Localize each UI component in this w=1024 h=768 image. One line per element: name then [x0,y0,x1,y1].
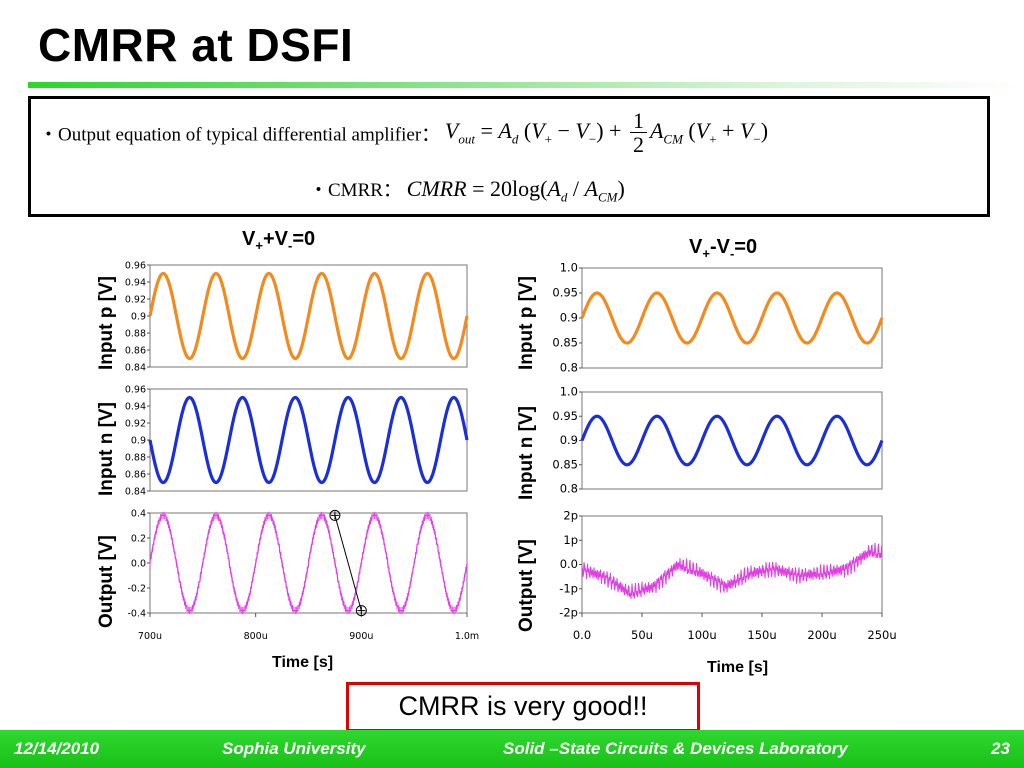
left-input-n-ytick-label: 0.86 [125,470,146,481]
output-equation-label: ・Output equation of typical differential… [39,124,441,146]
left-output-ytick-label: -0.2 [127,584,146,595]
right-output-xtick-label: 150u [747,628,776,642]
right-output-xtick-label: 250u [867,628,896,642]
right-input-p-ytick-label: 0.8 [560,361,578,375]
left-input-p-ytick-label: 0.9 [131,312,146,323]
right-output-ytick-label: 2p [563,509,578,523]
right-output-xtick-label: 200u [807,628,836,642]
footer-university: Sophia University [222,739,366,758]
right-input-n-ytick-label: 0.9 [560,433,578,447]
right-input-n-ytick-label: 0.95 [552,409,578,423]
right-output-ytick-label: 1p [563,533,578,547]
footer-page-number: 23 [991,739,1010,758]
right-input-p-ytick-label: 0.95 [552,286,578,300]
equation-box: ・Output equation of typical differential… [28,96,990,217]
right-input-p-ytick-label: 0.9 [560,311,578,325]
slide-title: CMRR at DSFI [38,19,354,71]
left-output-ytick-label: 0.4 [131,509,146,520]
left-xlabel: Time [s] [272,654,334,671]
right-output-xtick-label: 0.0 [573,628,591,642]
footer-date: 12/14/2010 [14,739,100,758]
left-input-n-ytick-label: 0.84 [125,487,146,498]
right-output-ytick-label: -1p [559,581,578,595]
right-output-ytick-label: -2p [559,606,578,620]
left-input-n-ytick-label: 0.96 [125,385,146,396]
left-output-cursor-cross [330,511,339,520]
right-input-n-ytick-label: 0.8 [560,482,578,496]
output-equation-line: ・Output equation of typical differential… [39,109,768,157]
left-output-ytick-label: 0.2 [131,534,146,545]
left-input-n-ytick-label: 0.88 [125,453,146,464]
cmrr-equation-label: ・CMRR： [309,180,402,201]
left-output-xtick-label: 800u [244,631,268,642]
left-input-n-series-line [148,395,469,485]
cmrr-note: CMRR is very good!! [346,682,700,732]
output-equation: Vout = Ad (V+ − V−) + 1 2 ACM (V+ + V−) [444,108,769,158]
cmrr-equation: CMRR = 20log(Ad / ACM) [406,176,625,205]
left-input-p-ytick-label: 0.92 [125,295,146,306]
left-output-cursor-line [334,515,362,611]
left-input-p-ytick-label: 0.94 [125,278,146,289]
left-condition-label: V++V-=0 [242,228,316,253]
title-underline [28,82,1024,88]
left-output-xtick-label: 900u [349,631,373,642]
left-input-p-ytick-label: 0.88 [125,329,146,340]
right-output-series-line [581,542,883,599]
left-input-n-ytick-label: 0.94 [125,402,146,413]
left-output-cursor-cross [357,606,366,615]
left-output-ytick-label: 0.0 [131,559,146,570]
left-output-cursor-marker [329,509,341,521]
left-input-p-ytick-label: 0.96 [125,261,146,272]
left-input-p-ytick-label: 0.86 [125,346,146,357]
right-input-p-series-line [580,291,884,345]
right-input-n-ytick-label: 1.0 [560,385,578,399]
left-output-xtick-label: 700u [138,631,162,642]
left-input-n-ytick-label: 0.92 [125,419,146,430]
right-input-n-ytick-label: 0.85 [552,457,578,471]
cmrr-equation-line: ・CMRR： CMRR = 20log(Ad / ACM) [309,175,625,205]
right-output-xtick-label: 50u [631,628,653,642]
left-output-ytick-label: -0.4 [127,609,146,620]
left-output-xtick-label: 1.0m [455,631,479,642]
left-output-cursor-marker [355,605,367,617]
right-input-p-ytick-label: 0.85 [552,336,578,350]
right-output-xtick-label: 100u [687,628,716,642]
left-input-n-ytick-label: 0.9 [131,436,146,447]
right-xlabel: Time [s] [707,659,769,676]
left-output-series-hatch [149,511,468,615]
right-input-n-series-line [580,414,884,467]
footer-bar: 12/14/2010 Sophia University Solid –Stat… [0,730,1024,768]
right-output-ytick-label: 0.0 [560,557,578,571]
right-condition-label: V+-V-=0 [689,236,758,261]
right-input-p-ytick-label: 1.0 [560,261,578,275]
left-input-p-series-line [148,271,469,361]
footer-lab: Solid –State Circuits & Devices Laborato… [503,739,848,758]
left-input-p-ytick-label: 0.84 [125,363,146,374]
right-output-plot-area [581,515,883,614]
